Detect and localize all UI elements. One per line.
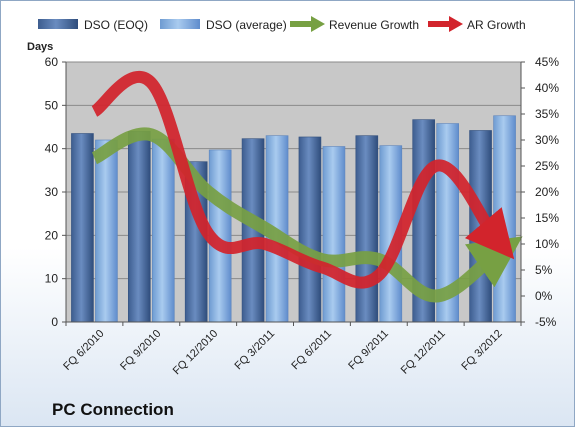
- y2-tick-label: 25%: [535, 159, 559, 173]
- legend: DSO (EOQ) DSO (average) Revenue Growth A…: [38, 16, 526, 32]
- bar-dso-avg: [95, 139, 118, 323]
- legend-label-ar: AR Growth: [467, 18, 526, 32]
- legend-swatch-dso-avg: [160, 19, 200, 29]
- y-tick-label: 60: [45, 55, 59, 69]
- growth-lines: [90, 70, 523, 303]
- bar-dso-eoq: [298, 136, 322, 323]
- right-axis-ticks: -5% 0% 5% 10% 15% 20% 25% 30% 35% 40% 45%: [521, 55, 559, 329]
- legend-swatch-ar: [428, 16, 463, 32]
- y2-tick-label: 15%: [535, 211, 559, 225]
- x-tick-label: FQ 9/2010: [118, 328, 163, 373]
- y2-tick-label: 5%: [535, 263, 553, 277]
- line-revenue-growth: [91, 127, 523, 303]
- x-tick-label: FQ 12/2011: [399, 328, 448, 377]
- y2-tick-label: 45%: [535, 55, 559, 69]
- x-tick-label: FQ 12/2010: [171, 328, 221, 378]
- bar-dso-avg: [493, 115, 516, 323]
- y-axis-title: Days: [27, 41, 53, 53]
- y-tick-label: 30: [45, 185, 59, 199]
- legend-label-dso-eoq: DSO (EOQ): [84, 18, 148, 32]
- bar-dso-eoq: [355, 135, 379, 323]
- line-ar-growth: [90, 70, 515, 289]
- bar-dso-eoq: [71, 133, 94, 323]
- x-axis-ticks: FQ 6/2010 FQ 9/2010 FQ 12/2010 FQ 3/2011 FQ …: [61, 322, 522, 378]
- x-tick-label: FQ 6/2011: [289, 328, 334, 373]
- y-tick-label: 10: [45, 272, 59, 286]
- y-tick-label: 20: [45, 228, 59, 242]
- bar-dso-avg: [322, 146, 346, 323]
- bar-dso-eoq: [128, 131, 151, 323]
- y-tick-label: 40: [45, 142, 59, 156]
- y2-tick-label: 40%: [535, 81, 559, 95]
- x-tick-label: FQ 3/2011: [233, 328, 278, 373]
- y-tick-label: 50: [45, 98, 59, 112]
- x-tick-label: FQ 3/2012: [459, 328, 504, 373]
- y2-tick-label: 30%: [535, 133, 559, 147]
- y2-tick-label: -5%: [535, 315, 557, 329]
- legend-swatch-dso-eoq: [38, 19, 78, 29]
- chart-title: PC Connection: [52, 400, 174, 419]
- y2-tick-label: 20%: [535, 185, 559, 199]
- x-tick-label: FQ 6/2010: [61, 328, 106, 373]
- bar-dso-avg: [152, 138, 175, 323]
- legend-label-dso-avg: DSO (average): [206, 18, 287, 32]
- x-tick-label: FQ 9/2011: [346, 328, 391, 373]
- y-tick-label: 0: [51, 315, 58, 329]
- y2-tick-label: 0%: [535, 289, 553, 303]
- legend-swatch-revenue: [290, 16, 325, 32]
- legend-label-revenue: Revenue Growth: [329, 18, 419, 32]
- y2-tick-label: 10%: [535, 237, 559, 251]
- left-axis-ticks: 0 10 20 30 40 50 60: [45, 55, 66, 329]
- y2-tick-label: 35%: [535, 107, 559, 121]
